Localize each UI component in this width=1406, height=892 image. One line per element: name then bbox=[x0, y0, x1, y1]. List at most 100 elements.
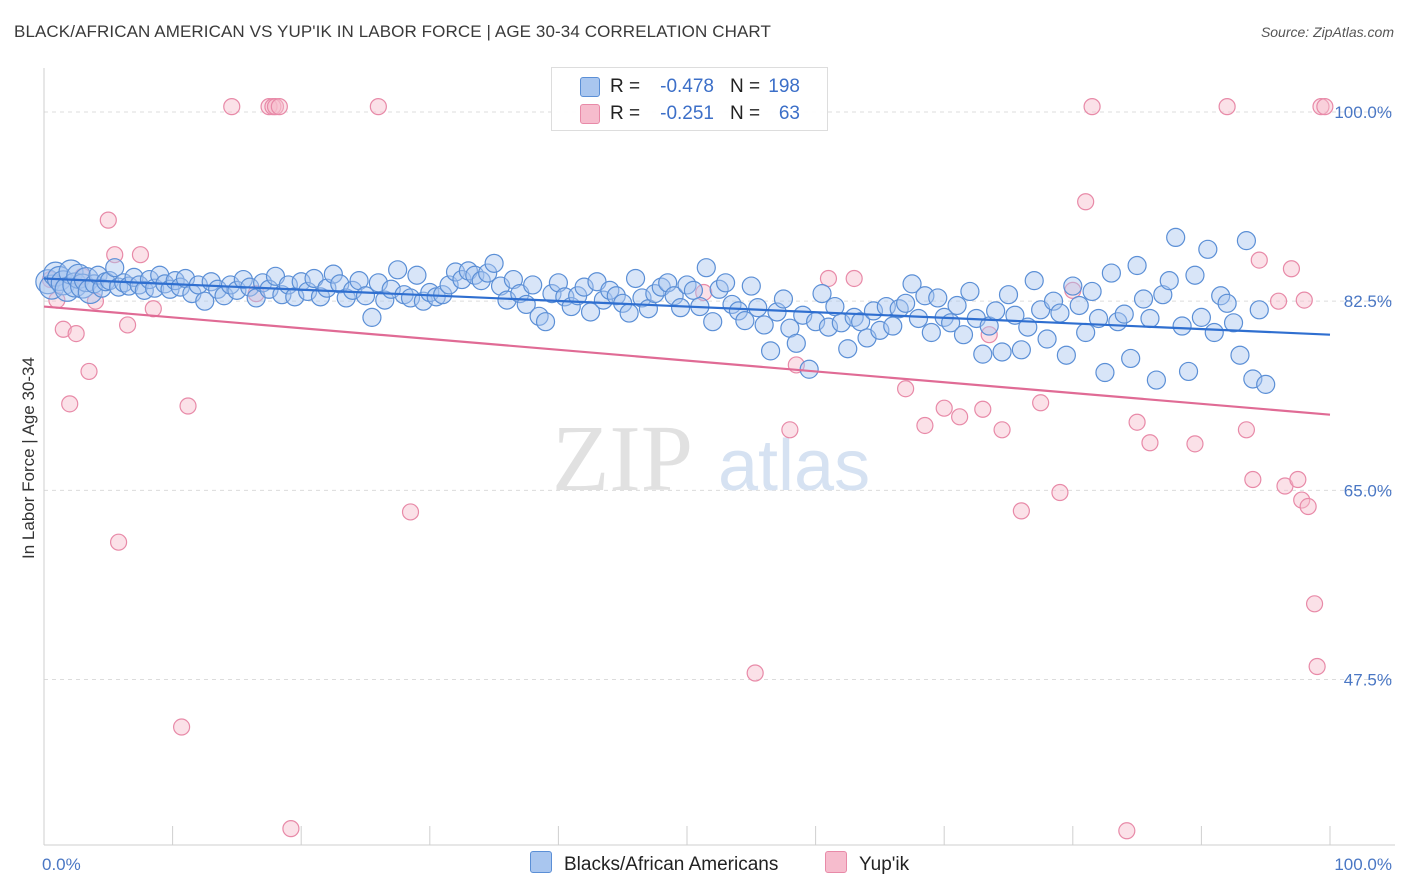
black-point bbox=[851, 312, 871, 332]
yupik-point bbox=[266, 98, 285, 116]
black-point bbox=[304, 268, 324, 289]
yupik-point bbox=[369, 98, 387, 116]
black-point bbox=[1063, 276, 1083, 296]
black-point bbox=[1166, 227, 1186, 248]
black-point bbox=[703, 312, 723, 332]
black-point bbox=[812, 284, 832, 304]
yupik-point bbox=[1032, 394, 1050, 412]
black-trend-line bbox=[43, 277, 1331, 336]
yupik-point bbox=[1305, 595, 1324, 613]
black-point bbox=[889, 299, 909, 319]
black-point bbox=[1223, 313, 1244, 333]
y-tick-label: 65.0% bbox=[1344, 481, 1392, 500]
black-point bbox=[1043, 291, 1064, 311]
black-point bbox=[773, 289, 794, 309]
black-point bbox=[902, 274, 922, 294]
black-point bbox=[1236, 231, 1257, 251]
x-tick-label: 100.0% bbox=[1334, 855, 1392, 874]
black-point bbox=[1037, 329, 1057, 349]
black-point bbox=[619, 303, 639, 323]
legend-label-yupik: Yup'ik bbox=[859, 854, 910, 875]
yupik-point bbox=[118, 316, 137, 334]
black-point bbox=[1133, 289, 1154, 309]
black-point bbox=[838, 339, 858, 359]
black-point bbox=[195, 291, 215, 311]
black-point bbox=[1249, 300, 1269, 320]
yupik-point bbox=[781, 421, 799, 439]
black-point bbox=[1121, 348, 1141, 369]
black-point bbox=[786, 333, 806, 353]
black-point bbox=[323, 264, 343, 284]
black-point bbox=[1198, 239, 1218, 259]
black-point bbox=[484, 253, 504, 273]
yupik-point bbox=[1118, 822, 1136, 840]
black-point bbox=[503, 269, 523, 290]
black-point bbox=[625, 268, 646, 289]
yupik-point bbox=[897, 380, 915, 398]
black-point bbox=[960, 281, 980, 302]
black-point bbox=[947, 295, 967, 316]
legend-swatch-pink bbox=[825, 851, 847, 873]
black-point bbox=[1056, 345, 1076, 365]
legend-swatch-blue bbox=[580, 77, 600, 97]
black-point bbox=[529, 306, 549, 326]
black-point bbox=[1146, 370, 1166, 390]
black-point bbox=[677, 275, 697, 295]
black-point bbox=[748, 298, 768, 318]
black-point bbox=[388, 260, 408, 280]
yupik-point bbox=[1312, 98, 1330, 116]
black-point bbox=[896, 293, 916, 313]
legend-r-label: R = bbox=[610, 76, 641, 97]
black-point bbox=[1217, 293, 1237, 313]
yupik-point bbox=[1299, 497, 1317, 516]
yupik-point bbox=[1218, 98, 1236, 116]
black-point bbox=[741, 276, 761, 296]
black-point bbox=[1185, 265, 1205, 285]
black-point bbox=[606, 286, 626, 306]
yupik-point bbox=[746, 664, 764, 682]
black-point bbox=[1082, 281, 1102, 302]
black-point bbox=[632, 288, 652, 308]
black-point bbox=[375, 290, 395, 310]
black-point bbox=[593, 290, 614, 310]
legend-label-blacks: Blacks/African Americans bbox=[564, 854, 779, 875]
y-tick-label: 82.5% bbox=[1344, 292, 1392, 311]
legend-n-label: N = bbox=[730, 103, 761, 124]
black-point bbox=[548, 273, 569, 293]
yupik-point bbox=[1282, 260, 1301, 278]
y-tick-label: 100.0% bbox=[1334, 103, 1392, 122]
axes bbox=[43, 68, 1395, 846]
black-point bbox=[105, 258, 125, 278]
yupik-point bbox=[819, 269, 838, 288]
black-point bbox=[478, 263, 498, 283]
yupik-point bbox=[1012, 502, 1030, 520]
yupik-point bbox=[1316, 98, 1334, 116]
black-point bbox=[1050, 303, 1070, 323]
black-point bbox=[317, 278, 337, 298]
yupik-point bbox=[1308, 657, 1326, 676]
legend-r-value: -0.478 bbox=[660, 76, 714, 97]
yupik-point bbox=[1269, 292, 1288, 310]
black-point bbox=[523, 275, 543, 295]
black-point bbox=[233, 269, 253, 290]
black-point bbox=[1114, 304, 1134, 324]
x-tick-labels: 0.0% 100.0% bbox=[42, 855, 1392, 874]
black-point bbox=[696, 258, 716, 278]
yupik-point bbox=[106, 246, 124, 264]
black-point bbox=[129, 275, 149, 295]
black-point bbox=[986, 301, 1006, 321]
chart-title: BLACK/AFRICAN AMERICAN VS YUP'IK IN LABO… bbox=[14, 22, 771, 41]
black-point bbox=[336, 288, 356, 308]
legend-r-label: R = bbox=[610, 103, 641, 124]
legend-r-value: -0.251 bbox=[660, 103, 714, 124]
black-point bbox=[728, 301, 749, 321]
black-point bbox=[471, 271, 491, 291]
yupik-point bbox=[270, 98, 288, 116]
legend-swatch-pink bbox=[580, 104, 600, 124]
black-point bbox=[362, 307, 382, 327]
black-point bbox=[953, 325, 974, 345]
yupik-point bbox=[67, 324, 85, 343]
black-point bbox=[908, 308, 929, 329]
black-point bbox=[735, 311, 755, 331]
black-point bbox=[1127, 255, 1147, 276]
